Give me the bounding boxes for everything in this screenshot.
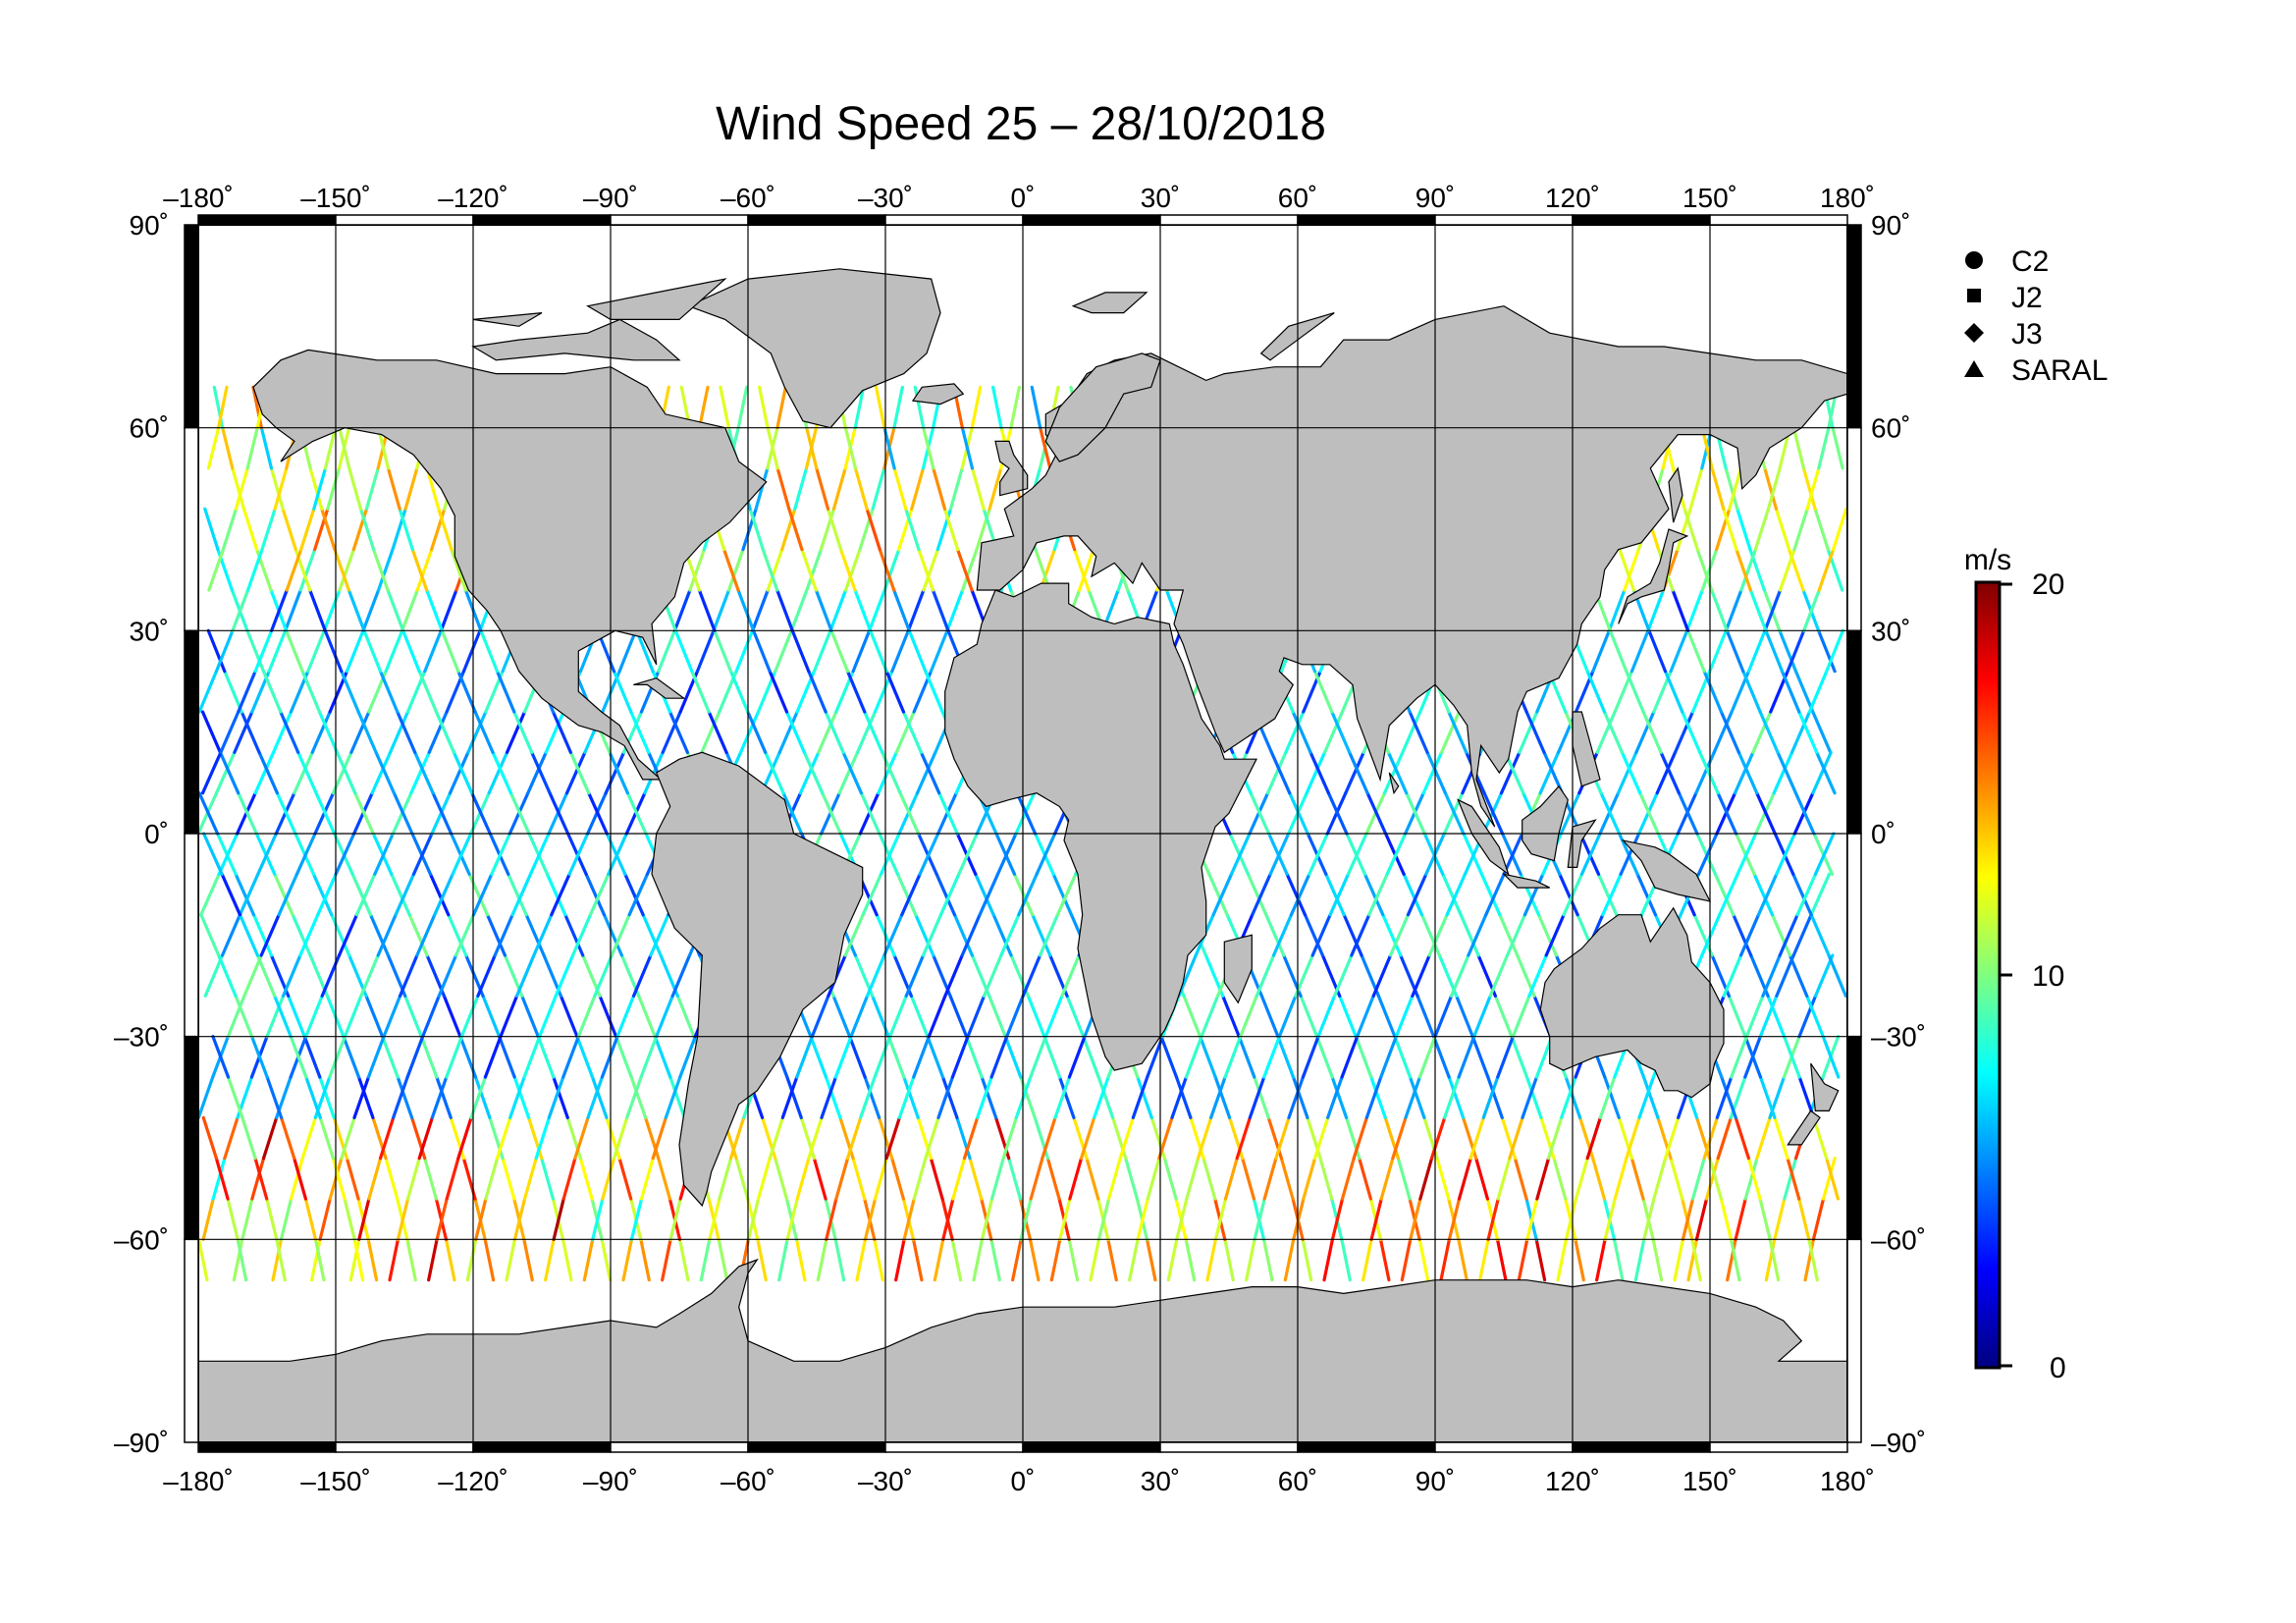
colorbar-unit: m/s: [1964, 544, 2011, 576]
satellite-legend: C2 J2 J3 SARAL: [1964, 245, 2108, 387]
y-tick-label-right: –90˚: [1871, 1428, 1926, 1458]
x-tick-label-top: –120˚: [438, 183, 508, 213]
land-polygon: [911, 383, 965, 406]
y-tick-label-left: 90˚: [130, 210, 169, 241]
x-tick-label-top: 30˚: [1141, 183, 1180, 213]
x-tick-label-top: –30˚: [858, 183, 913, 213]
map-title: Wind Speed 25 – 28/10/2018: [716, 98, 1326, 150]
diamond-icon: [1964, 323, 1984, 343]
x-tick-label-bottom: 90˚: [1415, 1466, 1455, 1496]
land-polygon: [651, 751, 864, 1208]
land-polygon: [994, 440, 1029, 497]
y-tick-label-left: 0˚: [144, 819, 169, 849]
x-tick-label-bottom: –180˚: [163, 1466, 234, 1496]
land-polygon: [1668, 466, 1683, 523]
x-tick-label-top: 0˚: [1011, 183, 1036, 213]
x-tick-label-bottom: –60˚: [721, 1466, 775, 1496]
x-ticks-top: –180˚ –150˚ –120˚ –90˚ –60˚ –30˚ 0˚ 30˚ 60˚ 90˚ 12…: [163, 183, 1875, 213]
land-polygon: [471, 318, 681, 361]
x-tick-label-bottom: –30˚: [858, 1466, 913, 1496]
x-tick-label-top: 90˚: [1415, 183, 1455, 213]
x-tick-label-bottom: –150˚: [300, 1466, 371, 1496]
x-tick-label-top: –180˚: [163, 183, 234, 213]
y-tick-label-right: 0˚: [1871, 819, 1896, 849]
land-polygon: [1618, 528, 1689, 624]
colorbar-max-label: 20: [2032, 568, 2064, 601]
y-tick-label-left: 30˚: [130, 616, 169, 646]
land-polygon: [1044, 352, 1161, 462]
x-tick-label-top: –90˚: [583, 183, 638, 213]
x-tick-label-bottom: –90˚: [583, 1466, 638, 1496]
y-ticks-left: 90˚ 60˚ 30˚ 0˚ –30˚ –60˚ –90˚: [114, 210, 169, 1458]
legend-label-c2: C2: [2011, 245, 2049, 278]
y-tick-label-left: –30˚: [114, 1022, 169, 1053]
y-tick-label-left: 60˚: [130, 413, 169, 444]
x-tick-label-bottom: –120˚: [438, 1466, 508, 1496]
land-polygon: [686, 268, 941, 429]
land-polygon: [633, 676, 686, 699]
land-polygon: [1223, 934, 1253, 1004]
x-tick-label-top: 150˚: [1682, 183, 1737, 213]
y-tick-label-right: 90˚: [1871, 210, 1910, 241]
land-polygon: [586, 278, 727, 320]
graticule: [198, 225, 1847, 1442]
legend-label-j3: J3: [2011, 318, 2043, 351]
x-tick-label-top: 60˚: [1278, 183, 1317, 213]
land-polygon: [1539, 906, 1725, 1099]
map-border-checker: [184, 214, 1862, 1453]
colorbar-mid-label: 10: [2032, 960, 2064, 993]
y-ticks-right: 90˚ 60˚ 30˚ 0˚ –30˚ –60˚ –90˚: [1871, 210, 1926, 1458]
x-tick-label-top: –60˚: [721, 183, 775, 213]
colorbar: m/s 20 10 0: [1964, 544, 2066, 1384]
land-polygon: [1388, 772, 1400, 795]
x-tick-label-top: 180˚: [1820, 183, 1875, 213]
y-tick-label-right: 60˚: [1871, 413, 1910, 444]
y-tick-label-right: –30˚: [1871, 1022, 1926, 1053]
legend-label-j2: J2: [2011, 282, 2043, 314]
x-tick-label-bottom: 180˚: [1820, 1466, 1875, 1496]
x-tick-label-bottom: 60˚: [1278, 1466, 1317, 1496]
land-polygon: [1567, 819, 1597, 868]
x-tick-label-bottom: 150˚: [1682, 1466, 1737, 1496]
x-tick-label-bottom: 0˚: [1011, 1466, 1036, 1496]
colorbar-gradient: [1974, 580, 2002, 1370]
y-tick-label-right: –60˚: [1871, 1224, 1926, 1255]
x-ticks-bottom: –180˚ –150˚ –120˚ –90˚ –60˚ –30˚ 0˚ 30˚ 60˚ 90˚ 12…: [163, 1466, 1875, 1496]
land-polygon: [976, 305, 1847, 828]
colorbar-min-label: 0: [2050, 1352, 2066, 1384]
y-tick-label-left: –60˚: [114, 1224, 169, 1255]
y-tick-label-right: 30˚: [1871, 616, 1910, 646]
land-polygon: [1502, 873, 1550, 889]
land-polygon: [1071, 292, 1148, 314]
circle-icon: [1965, 251, 1983, 269]
x-tick-label-bottom: 30˚: [1141, 1466, 1180, 1496]
y-tick-label-left: –90˚: [114, 1428, 169, 1458]
square-icon: [1967, 289, 1981, 302]
triangle-icon: [1964, 360, 1984, 377]
x-tick-label-top: 120˚: [1545, 183, 1600, 213]
x-tick-label-top: –150˚: [300, 183, 371, 213]
land-polygon: [1787, 1109, 1821, 1146]
x-tick-label-bottom: 120˚: [1545, 1466, 1600, 1496]
legend-label-saral: SARAL: [2011, 354, 2108, 387]
land-polygon: [472, 312, 543, 327]
land-polygon: [1810, 1062, 1840, 1111]
